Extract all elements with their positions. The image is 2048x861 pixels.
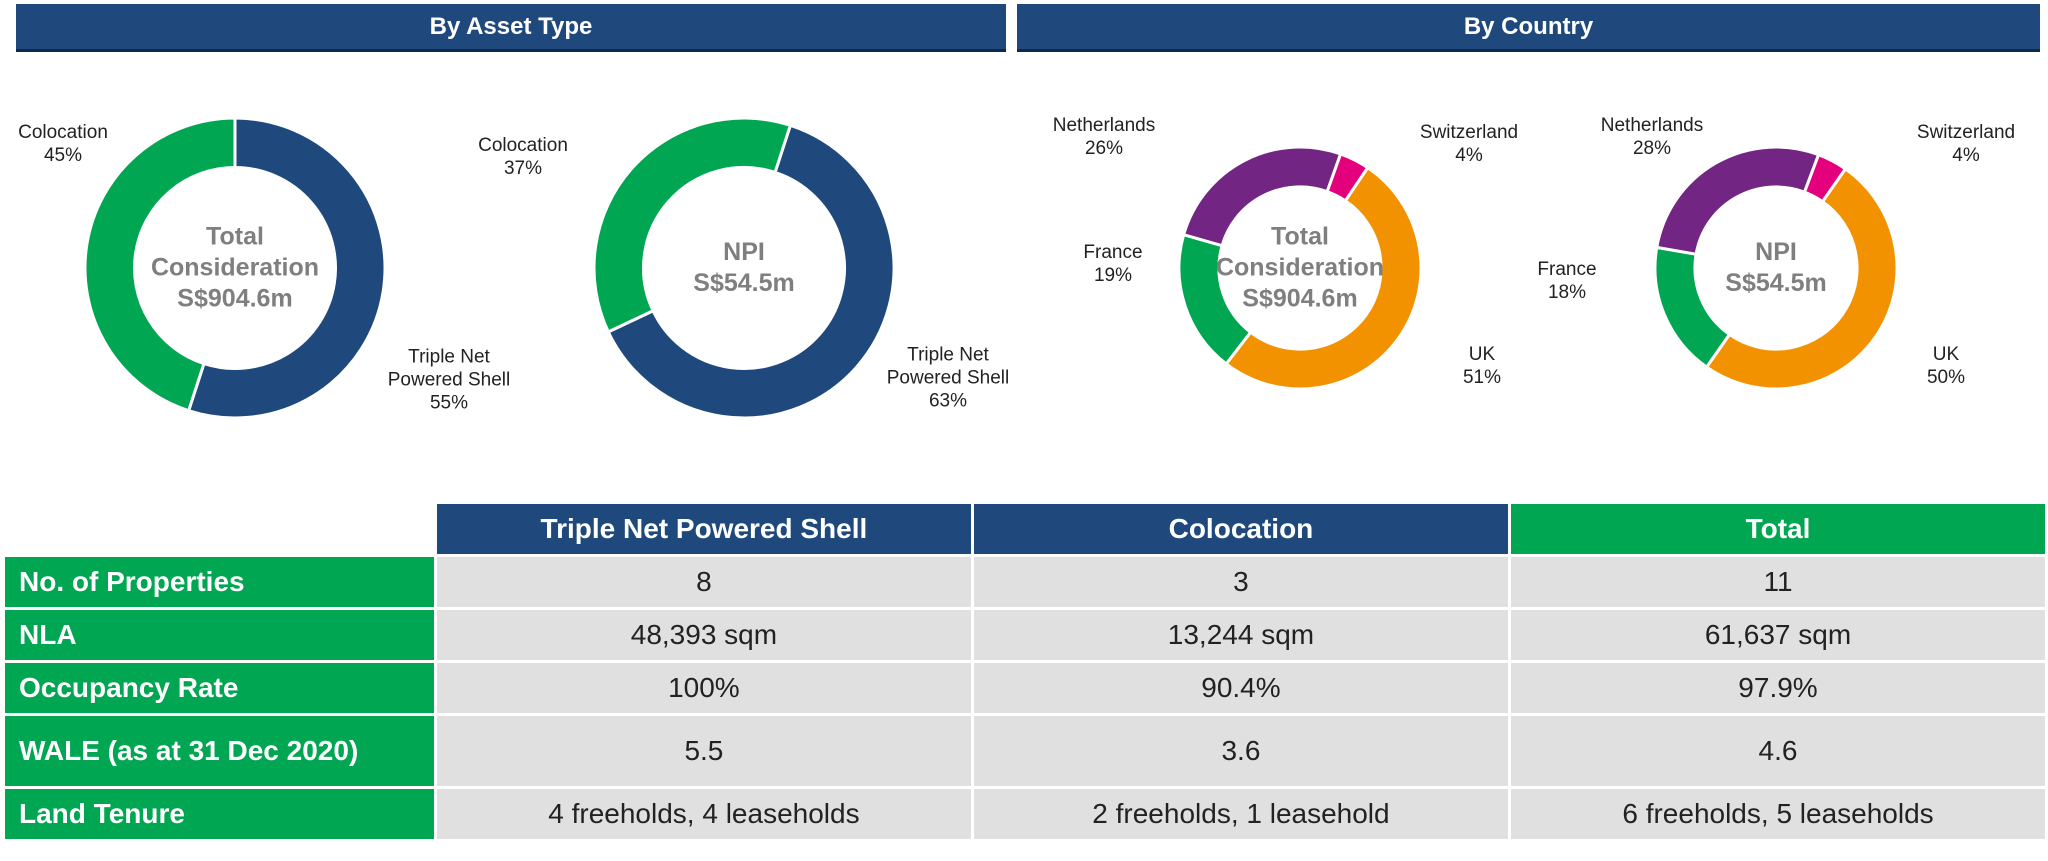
donut-slice-uk	[1224, 165, 1423, 391]
slice-label-line: 45%	[43, 145, 83, 166]
cell: 4 freeholds, 4 leaseholds	[436, 789, 971, 839]
row-label: No. of Properties	[5, 557, 434, 607]
blank-header	[5, 504, 434, 554]
donut-slice-triple-net-powered-shell	[186, 116, 387, 420]
cell: 61,637 sqm	[1511, 610, 2045, 660]
table-row: Land Tenure 4 freeholds, 4 leaseholds 2 …	[5, 789, 2045, 839]
slice-label-line: 26%	[1084, 138, 1124, 159]
slice-label: UK 51%	[1463, 343, 1501, 389]
slice-label: Netherlands 26%	[1053, 114, 1155, 160]
center-label-line: Total	[206, 222, 264, 251]
slice-label-line: 4%	[1952, 145, 1980, 166]
row-label: NLA	[5, 610, 434, 660]
table-row: NLA 48,393 sqm 13,244 sqm 61,637 sqm	[5, 610, 2045, 660]
row-label: WALE (as at 31 Dec 2020)	[5, 716, 434, 786]
center-label-line: Total	[1271, 222, 1329, 251]
slice-label: France 19%	[1083, 241, 1142, 287]
slice-label: Switzerland 4%	[1917, 121, 2015, 167]
donut-center-label: NPI S$54.5m	[693, 237, 794, 299]
slice-label-line: Powered Shell	[387, 369, 511, 391]
cell: 90.4%	[973, 663, 1509, 713]
slice-label-line: 55%	[429, 392, 469, 414]
donut-center-label: Total Consideration S$904.6m	[151, 222, 319, 315]
cell: 5.5	[436, 716, 971, 786]
donut-chart-2	[592, 116, 896, 420]
slice-label-line: 63%	[928, 390, 968, 412]
donut-slice-triple-net-powered-shell	[606, 123, 896, 420]
donut-center-label: Total Consideration S$904.6m	[1216, 222, 1384, 315]
slice-label: Colocation 37%	[478, 134, 568, 180]
slice-label-line: 28%	[1632, 138, 1672, 159]
slice-label-line: Triple Net	[907, 344, 989, 366]
donut-slice-uk	[1704, 166, 1899, 391]
slice-label-line: UK	[1932, 344, 1960, 365]
table-row: WALE (as at 31 Dec 2020) 5.5 3.6 4.6	[5, 716, 2045, 786]
slice-label-line: Netherlands	[1052, 115, 1156, 136]
slice-label-line: 4%	[1455, 145, 1483, 166]
donut-chart-4	[1653, 145, 1899, 391]
slice-label-line: Powered Shell	[886, 367, 1010, 389]
table-header-row: Triple Net Powered Shell Colocation Tota…	[5, 504, 2045, 554]
cell: 11	[1511, 557, 2045, 607]
section-header-country: By Country	[1017, 4, 2040, 52]
row-label: Occupancy Rate	[5, 663, 434, 713]
col-header-triple-net: Triple Net Powered Shell	[436, 504, 971, 554]
slice-label-line: 50%	[1926, 367, 1966, 388]
cell: 6 freeholds, 5 leaseholds	[1511, 789, 2045, 839]
center-label-line: S$54.5m	[693, 269, 795, 297]
donut-slice-switzerland	[1325, 152, 1370, 203]
slice-label-line: 18%	[1547, 282, 1587, 303]
cell: 2 freeholds, 1 leasehold	[973, 789, 1509, 839]
slice-label: Colocation 45%	[18, 121, 108, 167]
slice-label-line: Colocation	[478, 135, 568, 156]
center-label-line: Consideration	[150, 253, 320, 282]
slice-label-line: Switzerland	[1419, 122, 1519, 143]
donut-center-label: NPI S$54.5m	[1725, 237, 1826, 299]
cell: 8	[436, 557, 971, 607]
center-label-line: NPI	[723, 238, 765, 266]
slice-label: Triple Net Powered Shell 63%	[887, 344, 1010, 413]
donut-chart-1	[83, 116, 387, 420]
col-header-total: Total	[1511, 504, 2045, 554]
table-row: No. of Properties 8 3 11	[5, 557, 2045, 607]
slice-label-line: Netherlands	[1600, 115, 1704, 136]
center-label-line: S$904.6m	[177, 284, 293, 313]
cell: 48,393 sqm	[436, 610, 971, 660]
row-label: Land Tenure	[5, 789, 434, 839]
cell: 97.9%	[1511, 663, 2045, 713]
slice-label-line: Switzerland	[1916, 122, 2016, 143]
cell: 100%	[436, 663, 971, 713]
slice-label: Triple Net Powered Shell 55%	[388, 346, 511, 415]
slice-label-line: France	[1537, 259, 1597, 280]
section-header-asset-type: By Asset Type	[16, 4, 1006, 52]
center-label-line: S$904.6m	[1242, 284, 1358, 313]
donut-slice-colocation	[83, 116, 237, 413]
slice-label: Switzerland 4%	[1420, 121, 1518, 167]
cell: 4.6	[1511, 716, 2045, 786]
cell: 13,244 sqm	[973, 610, 1509, 660]
center-label-line: Consideration	[1215, 253, 1385, 282]
slice-label-line: Triple Net	[408, 346, 490, 368]
donut-chart-3	[1177, 145, 1423, 391]
slice-label: France 18%	[1537, 258, 1596, 304]
slice-label-line: France	[1083, 242, 1143, 263]
table-row: Occupancy Rate 100% 90.4% 97.9%	[5, 663, 2045, 713]
center-label-line: NPI	[1755, 238, 1797, 266]
slice-label: UK 50%	[1927, 343, 1965, 389]
slice-label-line: 37%	[503, 158, 543, 179]
slice-label-line: 51%	[1462, 367, 1502, 388]
slice-label: Netherlands 28%	[1601, 114, 1703, 160]
slice-label-line: Colocation	[18, 122, 108, 143]
slice-label-line: UK	[1468, 344, 1496, 365]
col-header-colocation: Colocation	[973, 504, 1509, 554]
donut-slice-colocation	[592, 116, 793, 334]
portfolio-table: Triple Net Powered Shell Colocation Tota…	[2, 501, 2048, 842]
slice-label-line: 19%	[1093, 265, 1133, 286]
donut-slice-france	[1653, 245, 1732, 370]
center-label-line: S$54.5m	[1725, 269, 1827, 297]
cell: 3.6	[973, 716, 1509, 786]
donut-slice-switzerland	[1802, 152, 1848, 204]
cell: 3	[973, 557, 1509, 607]
